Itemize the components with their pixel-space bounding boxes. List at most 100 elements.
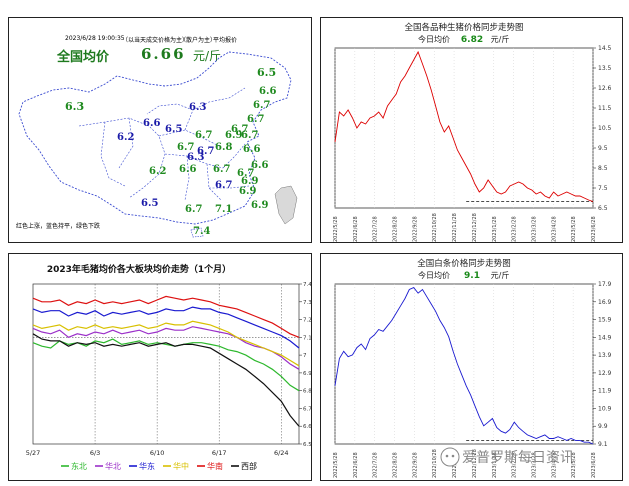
- x-tick-label: 2023/2/28: [512, 452, 518, 478]
- x-tick-label: 2022/12/28: [472, 449, 478, 478]
- map-avg-label: 全国均价: [57, 50, 110, 65]
- x-tick-label: 2022/11/28: [452, 213, 458, 242]
- series-line: [32, 320, 300, 367]
- x-tick-label: 2022/8/28: [393, 216, 399, 242]
- x-tick-label: 2023/1/28: [492, 216, 498, 242]
- map-price-label: 7.1: [215, 204, 233, 215]
- legend-label: 华东: [139, 461, 155, 471]
- y-tick-label: 11.5: [598, 105, 612, 112]
- y-tick-label: 6.5: [303, 442, 311, 448]
- live-pig-price-chart-panel: 全国各品种生猪价格同步走势图 今日均价 6.82 元/斤 14.5 13.5 12.6 11.…: [320, 17, 623, 243]
- map-price-label: 6.6: [259, 86, 277, 97]
- price-line: [334, 50, 594, 203]
- y-tick-label: 13.9: [598, 352, 612, 359]
- map-note-far: 平均报价: [213, 37, 238, 44]
- y-tick-label: 17.9: [598, 281, 612, 288]
- map-note-mid: （以当天成交价格为主）: [122, 37, 189, 44]
- map-price-label: 6.5: [165, 124, 183, 135]
- map-price-label: 6.7: [237, 168, 255, 179]
- chart-subtitle-unit: 元/斤: [491, 270, 510, 280]
- map-note-right: （散户为主）: [180, 37, 217, 44]
- map-price-label: 6.8: [215, 142, 233, 153]
- x-tick-label: 2022/5/28: [333, 452, 339, 478]
- regional-price-chart: 2023年毛猪均价各大板块均价走势（1个月） 7.4 7.3 7.2 7.1 7 6.9 6.…: [26, 263, 311, 471]
- x-tick-label: 5/27: [26, 449, 41, 457]
- series-line: [32, 326, 300, 370]
- x-tick-label: 2022/7/28: [373, 452, 379, 478]
- map-price-label: 6.7: [177, 142, 195, 153]
- y-tick-label: 13.5: [598, 65, 612, 72]
- map-price-label: 6.2: [149, 166, 167, 177]
- map-price-label: 6.7: [241, 130, 259, 141]
- y-tick-label: 9.9: [598, 423, 608, 430]
- x-tick-label: 2023/4/28: [551, 216, 557, 242]
- map-price-label: 6.2: [117, 132, 135, 143]
- x-tick-label: 2022/6/28: [353, 216, 359, 242]
- map-legend: 红色上涨，蓝色持平，绿色下跌: [16, 223, 101, 230]
- chart-subtitle-value: 9.1: [464, 271, 480, 281]
- map-avg-unit: 元/斤: [193, 49, 222, 63]
- map-timestamp: 2023/6/28 19:00:35: [65, 35, 125, 42]
- plot-frame: [334, 283, 594, 445]
- map-price-label: 6.7: [231, 124, 249, 135]
- map-price-label: 6.7: [197, 146, 215, 157]
- y-tick-label: 7.2: [303, 318, 311, 324]
- price-line: [334, 287, 594, 445]
- map-price-label: 6.3: [189, 102, 207, 113]
- y-tick-label: 12.6: [598, 85, 612, 92]
- x-tick-label: 2023/5/28: [571, 452, 577, 478]
- island-inset: [274, 185, 298, 225]
- y-tick-label: 6.7: [303, 406, 311, 412]
- map-price-label: 6.9: [241, 176, 259, 187]
- map-price-label: 7.4: [193, 226, 211, 237]
- y-tick-label: 6.5: [598, 205, 608, 212]
- y-tick-label: 14.5: [598, 45, 612, 52]
- x-tick-label: 2023/3/28: [531, 452, 537, 478]
- map-price-label: 6.7: [185, 204, 203, 215]
- y-tick-label: 7: [303, 353, 307, 359]
- y-tick-label: 8.5: [598, 165, 608, 172]
- x-tick-label: 6/3: [90, 449, 100, 457]
- watermark-text: 爱普罗斯每日资讯: [462, 450, 574, 466]
- series-line: [32, 306, 300, 349]
- map-price-label: 6.7: [195, 130, 213, 141]
- legend-label: 西部: [241, 461, 257, 471]
- y-tick-label: 10.5: [598, 125, 612, 132]
- x-tick-label: 6/17: [212, 449, 227, 457]
- x-tick-label: 2023/2/28: [512, 216, 518, 242]
- x-tick-label: 2022/8/28: [393, 452, 399, 478]
- map-price-label: 6.3: [187, 152, 205, 163]
- x-tick-label: 2023/4/28: [551, 452, 557, 478]
- x-tick-label: 2022/6/28: [353, 452, 359, 478]
- x-tick-label: 6/10: [150, 449, 165, 457]
- map-price-label: 6.9: [225, 130, 243, 141]
- map-price-label: 6.9: [251, 200, 269, 211]
- x-tick-label: 2022/5/28: [333, 216, 339, 242]
- chart-subtitle-label: 今日均价: [418, 270, 450, 280]
- y-tick-label: 7.3: [303, 300, 311, 306]
- x-tick-label: 2022/10/28: [432, 449, 438, 478]
- regional-price-chart-panel: 2023年毛猪均价各大板块均价走势（1个月） 7.4 7.3 7.2 7.1 7 6.9 6.…: [8, 253, 312, 481]
- x-tick-label: 2022/9/28: [412, 452, 418, 478]
- legend-label: 华中: [173, 461, 189, 471]
- plot-frame: [334, 47, 594, 209]
- map-price-label: 6.5: [141, 198, 159, 209]
- price-map-panel: 2023/6/28 19:00:35 （以当天成交价格为主） （散户为主） 平均…: [8, 17, 312, 243]
- y-tick-label: 6.9: [303, 371, 311, 377]
- x-tick-label: 2022/10/28: [432, 213, 438, 242]
- y-tick-label: 10.9: [598, 405, 612, 412]
- chart-subtitle-label: 今日均价: [418, 34, 450, 44]
- y-tick-label: 7.5: [598, 185, 608, 192]
- map-price-label: 6.6: [179, 164, 197, 175]
- y-tick-label: 9.1: [598, 441, 608, 448]
- x-tick-label: 2023/5/28: [571, 216, 577, 242]
- chart-title: 全国各品种生猪价格同步走势图: [404, 22, 523, 33]
- series-line: [32, 295, 300, 338]
- map-price-label: 6.7: [247, 114, 265, 125]
- y-tick-label: 7.4: [303, 282, 311, 288]
- chart-title: 2023年毛猪均价各大板块均价走势（1个月）: [47, 263, 231, 275]
- map-price-label: 6.6: [143, 118, 161, 129]
- wechat-icon: [440, 447, 460, 467]
- china-map-outline: [18, 51, 298, 238]
